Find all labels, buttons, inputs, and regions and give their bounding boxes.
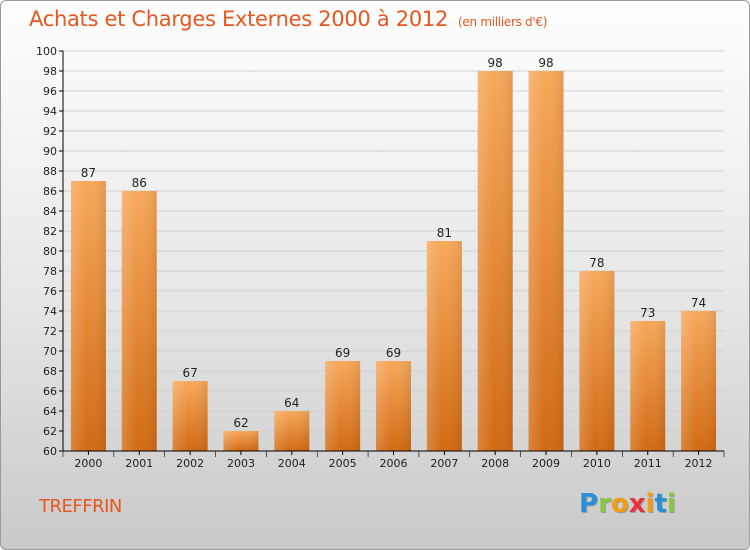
x-tick-label: 2002 xyxy=(176,457,204,470)
bar-shine xyxy=(223,431,259,451)
x-tick-label: 2007 xyxy=(430,457,458,470)
data-label: 74 xyxy=(691,296,706,310)
chart-title: Achats et Charges Externes 2000 à 2012 (e… xyxy=(29,7,547,31)
y-tick-label: 78 xyxy=(43,265,57,278)
bar-shine xyxy=(426,241,462,451)
y-tick-label: 74 xyxy=(43,305,57,318)
y-tick-label: 76 xyxy=(43,285,57,298)
x-tick-label: 2011 xyxy=(634,457,662,470)
logo-letter: i xyxy=(666,489,676,519)
data-label: 69 xyxy=(386,346,401,360)
logo-letter: t xyxy=(654,489,667,519)
bars-layer xyxy=(70,71,717,451)
logo-letter: o xyxy=(610,489,629,519)
x-tick-label: 2001 xyxy=(125,457,153,470)
logo-letter: r xyxy=(598,489,611,519)
data-label: 73 xyxy=(640,306,655,320)
x-tick-label: 2004 xyxy=(278,457,306,470)
data-label: 86 xyxy=(132,176,147,190)
data-label: 81 xyxy=(437,226,452,240)
data-label: 78 xyxy=(589,256,604,270)
x-tick-label: 2008 xyxy=(481,457,509,470)
y-tick-label: 60 xyxy=(43,445,57,458)
x-tick-label: 2009 xyxy=(532,457,560,470)
y-tick-label: 66 xyxy=(43,385,57,398)
bar-shine xyxy=(528,71,564,451)
chart-title-text: Achats et Charges Externes 2000 à 2012 xyxy=(29,7,449,31)
proxiti-logo: Proxiti xyxy=(579,489,676,519)
data-label: 98 xyxy=(488,56,503,70)
bar-shine xyxy=(121,191,157,451)
data-label: 67 xyxy=(182,366,197,380)
logo-letter: i xyxy=(645,489,655,519)
city-name: TREFFRIN xyxy=(39,496,122,517)
chart-subtitle: (en milliers d'€) xyxy=(458,15,548,29)
y-tick-label: 64 xyxy=(43,405,57,418)
x-tick-label: 2006 xyxy=(380,457,408,470)
bar-shine xyxy=(477,71,513,451)
y-tick-label: 96 xyxy=(43,85,57,98)
x-tick-label: 2000 xyxy=(74,457,102,470)
logo-letter: P xyxy=(579,489,599,519)
data-label: 87 xyxy=(81,166,96,180)
axis-layer: 60 62 64 66 68 70 72 74 76 78 80 82 84 86 88 90 92 94 96 98… xyxy=(36,45,725,470)
data-label: 64 xyxy=(284,396,299,410)
bar-shine xyxy=(70,181,106,451)
bar-shine xyxy=(681,311,717,451)
y-tick-label: 82 xyxy=(43,225,57,238)
y-tick-label: 88 xyxy=(43,165,57,178)
y-tick-label: 98 xyxy=(43,65,57,78)
bar-shine xyxy=(579,271,615,451)
data-label: 62 xyxy=(233,416,248,430)
labels-layer: 87 86 67 62 64 69 69 81 98 98 78 73 74 xyxy=(81,56,706,430)
x-tick-label: 2010 xyxy=(583,457,611,470)
y-tick-label: 68 xyxy=(43,365,57,378)
bar-shine xyxy=(172,381,208,451)
y-tick-label: 80 xyxy=(43,245,57,258)
y-tick-label: 70 xyxy=(43,345,57,358)
y-tick-label: 84 xyxy=(43,205,57,218)
x-tick-label: 2005 xyxy=(329,457,357,470)
bar-shine xyxy=(325,361,361,451)
data-label: 69 xyxy=(335,346,350,360)
y-tick-label: 86 xyxy=(43,185,57,198)
logo-letter: x xyxy=(628,489,646,519)
bar-shine xyxy=(274,411,310,451)
y-tick-label: 92 xyxy=(43,125,57,138)
data-label: 98 xyxy=(538,56,553,70)
y-tick-label: 90 xyxy=(43,145,57,158)
y-tick-label: 72 xyxy=(43,325,57,338)
y-tick-label: 100 xyxy=(36,45,57,58)
bar-shine xyxy=(376,361,411,451)
bar-shine xyxy=(630,321,666,451)
y-tick-label: 94 xyxy=(43,105,57,118)
x-tick-label: 2012 xyxy=(685,457,713,470)
x-tick-label: 2003 xyxy=(227,457,255,470)
y-tick-label: 62 xyxy=(43,425,57,438)
